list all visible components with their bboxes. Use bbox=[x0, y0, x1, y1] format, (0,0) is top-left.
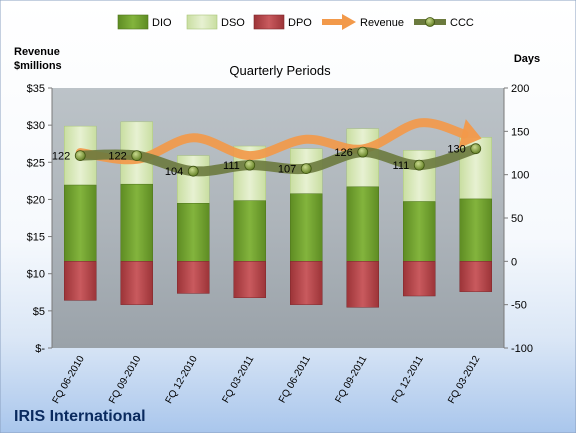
right-tick-label: 0 bbox=[511, 256, 517, 268]
ccc-point bbox=[131, 150, 143, 162]
left-axis-label: Revenue bbox=[14, 46, 60, 58]
ccc-data-label: 111 bbox=[393, 160, 410, 172]
ccc-data-label: 126 bbox=[334, 147, 352, 159]
dpo-bar bbox=[346, 261, 379, 308]
ccc-point bbox=[300, 163, 312, 175]
dpo-bar bbox=[459, 261, 492, 292]
right-tick-label: 50 bbox=[511, 213, 523, 225]
dio-bar bbox=[177, 203, 210, 262]
dio-bar bbox=[290, 193, 323, 262]
right-tick-label: -50 bbox=[511, 300, 527, 312]
dso-bar bbox=[177, 155, 210, 204]
dpo-bar bbox=[64, 261, 97, 301]
legend-label-revenue: Revenue bbox=[360, 17, 404, 29]
dio-bar bbox=[403, 201, 436, 262]
legend-swatch-dio bbox=[117, 14, 149, 30]
dso-bar bbox=[403, 150, 436, 202]
ccc-data-label: 122 bbox=[52, 151, 70, 163]
legend-marker-ccc bbox=[425, 17, 435, 27]
legend-label-dio: DIO bbox=[152, 17, 172, 29]
right-axis-label: Days bbox=[514, 53, 540, 65]
revenue-arrowhead bbox=[458, 119, 482, 149]
dpo-bar bbox=[403, 261, 436, 297]
dpo-bar bbox=[177, 261, 210, 294]
ccc-point bbox=[244, 159, 256, 171]
company-name: IRIS International bbox=[14, 408, 146, 425]
legend-swatch-dso bbox=[186, 14, 218, 30]
left-axis: $- $5 $10 $15 $20 $25 $30 $35 bbox=[27, 83, 53, 355]
right-axis: -100 -50 0 50 100 150 200 bbox=[503, 83, 533, 355]
legend-arrowhead-revenue bbox=[342, 14, 356, 30]
dio-bar bbox=[64, 184, 97, 262]
ccc-data-label: 130 bbox=[447, 144, 465, 156]
dio-bar bbox=[233, 200, 266, 262]
legend-swatch-dpo bbox=[253, 14, 285, 30]
legend-label-dpo: DPO bbox=[288, 17, 312, 29]
dpo-bar bbox=[290, 261, 323, 305]
dio-bar bbox=[120, 183, 153, 262]
right-tick-label: 200 bbox=[511, 83, 529, 95]
left-tick-label: $20 bbox=[27, 194, 45, 206]
dpo-bar bbox=[120, 261, 153, 305]
chart-title: Quarterly Periods bbox=[229, 63, 331, 78]
left-axis-label-units: $millions bbox=[14, 60, 62, 72]
ccc-point bbox=[470, 143, 482, 155]
legend-label-ccc: CCC bbox=[450, 17, 474, 29]
left-tick-label: $15 bbox=[27, 232, 45, 244]
ccc-data-label: 111 bbox=[223, 160, 240, 172]
legend-label-dso: DSO bbox=[221, 17, 245, 29]
ccc-data-label: 122 bbox=[108, 151, 126, 163]
right-tick-label: -100 bbox=[511, 343, 533, 355]
legend: DIO DSO DPO Revenue CCC bbox=[117, 14, 474, 30]
ccc-point bbox=[187, 165, 199, 177]
left-tick-label: $30 bbox=[27, 120, 45, 132]
ccc-point bbox=[357, 146, 369, 158]
right-tick-label: 100 bbox=[511, 170, 529, 182]
ccc-point bbox=[413, 159, 425, 171]
left-tick-label: $10 bbox=[27, 269, 45, 281]
left-tick-label: $5 bbox=[33, 306, 45, 318]
ccc-layer: 122 122 104 111 107 126 111 130 bbox=[52, 143, 482, 178]
ccc-data-label: 104 bbox=[165, 166, 183, 178]
ccc-data-label: 107 bbox=[278, 164, 296, 176]
left-tick-label: $- bbox=[35, 343, 45, 355]
dpo-bar bbox=[233, 261, 266, 298]
dio-bar bbox=[346, 186, 379, 262]
ccc-point bbox=[74, 150, 86, 162]
left-tick-label: $25 bbox=[27, 157, 45, 169]
right-tick-label: 150 bbox=[511, 126, 529, 138]
left-tick-label: $35 bbox=[27, 83, 45, 95]
dio-bar bbox=[459, 198, 492, 262]
